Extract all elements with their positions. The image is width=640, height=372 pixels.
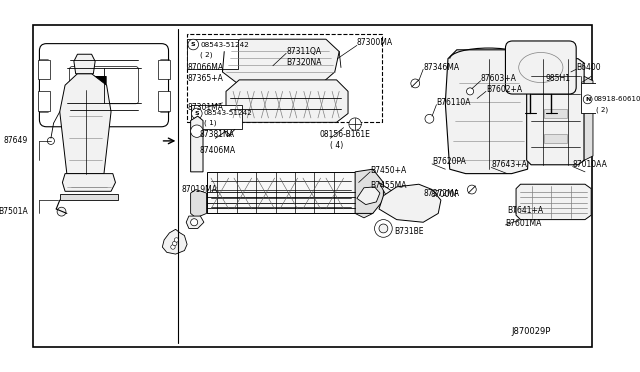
Bar <box>38 60 50 79</box>
Circle shape <box>379 224 388 233</box>
Text: B7501A: B7501A <box>0 207 28 216</box>
Text: 87019MA: 87019MA <box>182 185 218 194</box>
Text: 87649: 87649 <box>4 137 28 145</box>
Circle shape <box>467 185 476 194</box>
Polygon shape <box>516 184 591 219</box>
FancyBboxPatch shape <box>40 44 168 127</box>
Polygon shape <box>60 74 111 174</box>
Text: 87010AA: 87010AA <box>573 160 607 169</box>
Bar <box>187 39 238 69</box>
Text: 87365+A: 87365+A <box>187 74 223 83</box>
Bar <box>86 76 106 90</box>
Bar <box>582 83 624 113</box>
Circle shape <box>191 108 202 119</box>
Text: 985H1: 985H1 <box>546 74 571 83</box>
Text: S: S <box>191 42 196 47</box>
Text: 87406MA: 87406MA <box>200 146 236 155</box>
Text: B7641+A: B7641+A <box>508 206 543 215</box>
Text: 08156-B161E: 08156-B161E <box>320 130 371 139</box>
Bar <box>158 92 170 111</box>
Circle shape <box>174 238 179 242</box>
Text: S: S <box>195 111 199 116</box>
Polygon shape <box>60 194 118 200</box>
Polygon shape <box>226 80 348 122</box>
Bar <box>191 105 242 129</box>
Text: 87346MA: 87346MA <box>423 63 460 72</box>
Text: B7320NA: B7320NA <box>286 58 322 67</box>
Polygon shape <box>191 190 207 218</box>
Bar <box>158 60 170 79</box>
Text: ( 4): ( 4) <box>330 141 344 150</box>
Circle shape <box>173 241 177 246</box>
Text: ( 2): ( 2) <box>596 107 608 113</box>
Text: 87311QA: 87311QA <box>286 47 321 56</box>
Text: 87300MA: 87300MA <box>357 38 393 47</box>
Polygon shape <box>584 76 593 160</box>
Circle shape <box>188 39 198 50</box>
Circle shape <box>349 118 362 130</box>
Polygon shape <box>63 174 115 191</box>
Circle shape <box>467 88 474 95</box>
Polygon shape <box>355 190 372 218</box>
Circle shape <box>191 219 198 226</box>
Bar <box>545 84 567 93</box>
Text: 08918-60610: 08918-60610 <box>594 96 640 102</box>
Circle shape <box>583 95 592 104</box>
Circle shape <box>374 219 392 237</box>
Polygon shape <box>379 184 441 222</box>
Circle shape <box>47 137 54 144</box>
Polygon shape <box>445 50 531 174</box>
Circle shape <box>171 245 175 249</box>
Polygon shape <box>379 182 410 200</box>
Polygon shape <box>191 116 203 172</box>
Text: 87643+A: 87643+A <box>492 160 527 169</box>
Text: ( 2): ( 2) <box>200 52 213 58</box>
Text: 87381NA: 87381NA <box>200 130 234 139</box>
Text: B7602+A: B7602+A <box>486 85 522 94</box>
Polygon shape <box>223 39 339 83</box>
Text: 87603+A: 87603+A <box>481 74 516 83</box>
Text: 87372MA: 87372MA <box>423 189 460 198</box>
Polygon shape <box>355 169 383 214</box>
Bar <box>187 34 381 122</box>
Text: B7620PA: B7620PA <box>432 157 466 166</box>
Circle shape <box>57 207 66 216</box>
Circle shape <box>372 195 375 198</box>
Polygon shape <box>527 59 584 165</box>
FancyBboxPatch shape <box>506 41 576 94</box>
Bar <box>38 92 50 111</box>
Text: B7601MA: B7601MA <box>506 219 542 228</box>
Circle shape <box>411 79 420 88</box>
Text: B7455MA: B7455MA <box>370 182 406 190</box>
Circle shape <box>191 125 203 137</box>
Polygon shape <box>207 172 355 214</box>
Bar <box>86 76 106 90</box>
Text: B731BE: B731BE <box>394 227 424 235</box>
Polygon shape <box>186 216 204 228</box>
Circle shape <box>425 114 434 123</box>
Text: J870029P: J870029P <box>511 327 551 336</box>
Polygon shape <box>163 229 187 254</box>
Circle shape <box>371 190 373 193</box>
Text: N: N <box>585 97 590 102</box>
Bar <box>545 134 567 143</box>
Text: 87301MA: 87301MA <box>187 103 223 112</box>
Polygon shape <box>74 54 95 74</box>
Circle shape <box>371 192 374 195</box>
Text: 08543-51242: 08543-51242 <box>200 42 249 48</box>
Text: 87066MA: 87066MA <box>187 63 223 72</box>
Text: B7450+A: B7450+A <box>370 166 406 174</box>
Bar <box>545 109 567 118</box>
Text: ( 1): ( 1) <box>204 119 216 126</box>
Text: B6400: B6400 <box>576 63 601 72</box>
Circle shape <box>372 193 374 196</box>
Text: 87000F: 87000F <box>431 190 460 199</box>
Polygon shape <box>357 187 380 205</box>
Text: 08543-51242: 08543-51242 <box>204 110 253 116</box>
Text: B76110A: B76110A <box>436 98 471 108</box>
